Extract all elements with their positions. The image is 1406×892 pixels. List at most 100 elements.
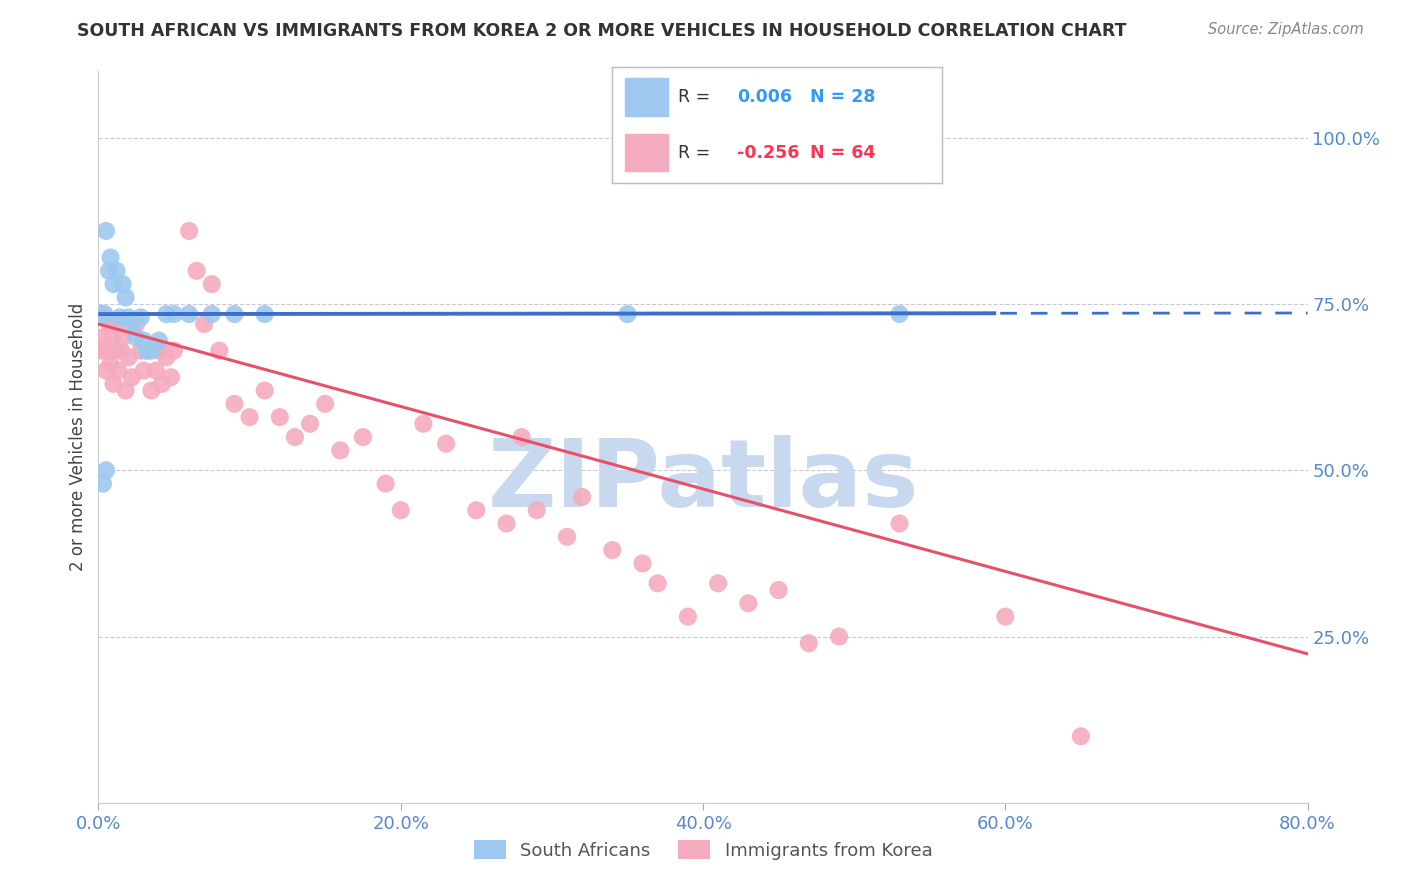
Point: [1070, 729, 1092, 743]
Point: [707, 576, 730, 591]
Point: [434, 436, 457, 450]
Point: [314, 397, 336, 411]
Point: [125, 330, 148, 344]
Point: [299, 417, 322, 431]
Point: [98, 264, 121, 278]
Point: [155, 351, 177, 365]
Point: [132, 334, 155, 348]
Point: [329, 443, 352, 458]
Point: [129, 310, 152, 325]
Point: [91, 476, 114, 491]
Point: [510, 430, 533, 444]
Bar: [624, 78, 668, 116]
Point: [141, 384, 163, 398]
Point: [647, 576, 669, 591]
Point: [103, 277, 125, 292]
Point: [994, 609, 1017, 624]
Point: [160, 370, 183, 384]
Point: [129, 343, 152, 358]
Point: [889, 516, 911, 531]
Point: [284, 430, 307, 444]
Text: N = 64: N = 64: [810, 144, 875, 161]
Point: [208, 343, 231, 358]
Point: [132, 363, 155, 377]
Point: [737, 596, 759, 610]
Point: [121, 317, 143, 331]
Point: [269, 410, 291, 425]
Point: [571, 490, 593, 504]
Point: [889, 307, 911, 321]
Point: [125, 317, 148, 331]
Point: [352, 430, 374, 444]
Point: [239, 410, 262, 425]
Point: [135, 343, 157, 358]
Point: [90, 307, 112, 321]
Text: Source: ZipAtlas.com: Source: ZipAtlas.com: [1208, 22, 1364, 37]
Legend: South Africans, Immigrants from Korea: South Africans, Immigrants from Korea: [467, 833, 939, 867]
Text: N = 28: N = 28: [810, 88, 876, 106]
Point: [145, 363, 167, 377]
Point: [768, 582, 790, 597]
Point: [141, 343, 163, 358]
Point: [828, 630, 851, 644]
Point: [163, 307, 186, 321]
Point: [121, 370, 143, 384]
Point: [150, 376, 173, 391]
Point: [148, 343, 170, 358]
Point: [797, 636, 820, 650]
Bar: [624, 134, 668, 171]
Point: [374, 476, 396, 491]
Point: [555, 530, 578, 544]
Point: [224, 397, 246, 411]
Point: [163, 343, 186, 358]
Point: [108, 310, 131, 325]
Point: [676, 609, 699, 624]
Point: [110, 343, 132, 358]
Point: [103, 376, 125, 391]
Point: [96, 343, 118, 358]
Point: [105, 264, 128, 278]
Point: [118, 310, 141, 325]
Point: [111, 277, 134, 292]
Point: [90, 343, 112, 358]
Point: [94, 224, 117, 238]
Point: [111, 330, 134, 344]
Point: [412, 417, 434, 431]
Point: [602, 543, 624, 558]
Text: R =: R =: [678, 88, 716, 106]
Point: [100, 357, 122, 371]
Point: [114, 290, 136, 304]
Point: [94, 363, 117, 377]
Point: [253, 384, 276, 398]
Point: [186, 264, 208, 278]
Point: [93, 310, 115, 325]
Point: [201, 307, 224, 321]
Point: [631, 557, 654, 571]
Text: -0.256: -0.256: [737, 144, 800, 161]
Point: [114, 384, 136, 398]
Point: [155, 307, 177, 321]
Point: [389, 503, 412, 517]
Point: [224, 307, 246, 321]
Text: R =: R =: [678, 144, 716, 161]
Point: [118, 351, 141, 365]
Text: SOUTH AFRICAN VS IMMIGRANTS FROM KOREA 2 OR MORE VEHICLES IN HOUSEHOLD CORRELATI: SOUTH AFRICAN VS IMMIGRANTS FROM KOREA 2…: [77, 22, 1126, 40]
Point: [201, 277, 224, 292]
Point: [98, 317, 121, 331]
Point: [101, 330, 124, 344]
Point: [91, 330, 114, 344]
Point: [193, 317, 215, 331]
Point: [148, 334, 170, 348]
Point: [253, 307, 276, 321]
Point: [135, 343, 157, 358]
Point: [104, 343, 127, 358]
Point: [495, 516, 517, 531]
Point: [179, 224, 201, 238]
Text: 0.006: 0.006: [737, 88, 792, 106]
Point: [616, 307, 638, 321]
Point: [105, 317, 128, 331]
Point: [93, 307, 115, 321]
Point: [94, 463, 117, 477]
Point: [100, 251, 122, 265]
Y-axis label: 2 or more Vehicles in Household: 2 or more Vehicles in Household: [69, 303, 87, 571]
